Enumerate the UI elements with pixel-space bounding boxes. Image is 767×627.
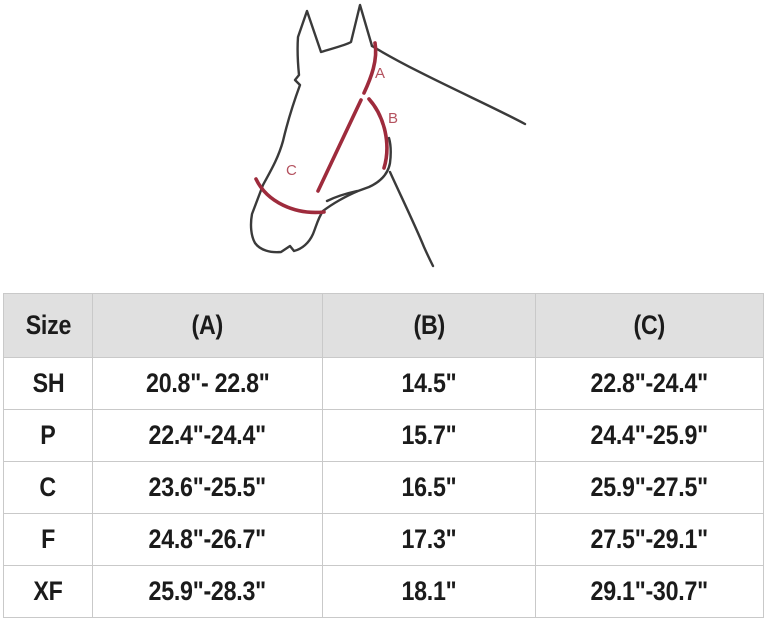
cell-a: 22.4"-24.4" — [92, 409, 323, 462]
header-row: Size (A) (B) (C) — [3, 293, 764, 358]
table-row-c: C 23.6"-25.5" 16.5" 25.9"-27.5" — [3, 461, 764, 514]
size-value: P — [40, 420, 56, 450]
halter-strap-cheekpiece — [316, 98, 363, 193]
header-c-label: (C) — [633, 310, 666, 340]
measurement-b: 16.5" — [401, 472, 457, 502]
header-c: (C) — [535, 293, 764, 358]
strap-label-c: C — [286, 162, 297, 179]
strap-label-a: A — [375, 65, 385, 82]
measurement-a: 22.4"-24.4" — [148, 420, 267, 450]
cell-c: 27.5"-29.1" — [535, 513, 764, 566]
cell-size: SH — [3, 357, 93, 410]
table-row-xf: XF 25.9"-28.3" 18.1" 29.1"-30.7" — [3, 565, 764, 618]
table-row-sh: SH 20.8"- 22.8" 14.5" 22.8"-24.4" — [3, 357, 764, 410]
measurement-c: 29.1"-30.7" — [590, 576, 709, 606]
measurement-b: 15.7" — [401, 420, 457, 450]
halter-strap-c-noseband — [254, 177, 326, 215]
cell-size: C — [3, 461, 93, 514]
horse-head-outline — [249, 3, 392, 254]
table-header: Size (A) (B) (C) — [3, 293, 764, 358]
cell-c: 24.4"-25.9" — [535, 409, 764, 462]
cell-b: 18.1" — [322, 565, 536, 618]
measurement-a: 20.8"- 22.8" — [145, 368, 270, 398]
horse-halter-diagram: A B C — [0, 0, 767, 290]
measurement-c: 24.4"-25.9" — [590, 420, 709, 450]
horse-mouth-line — [325, 189, 359, 203]
cell-a: 24.8"-26.7" — [92, 513, 323, 566]
cell-b: 15.7" — [322, 409, 536, 462]
cell-size: XF — [3, 565, 93, 618]
horse-neck-top-line — [370, 44, 527, 126]
header-a: (A) — [92, 293, 323, 358]
halter-strap-a-crown — [362, 41, 378, 95]
size-value: F — [41, 524, 55, 554]
cell-b: 16.5" — [322, 461, 536, 514]
measurement-c: 25.9"-27.5" — [590, 472, 709, 502]
cell-size: F — [3, 513, 93, 566]
table-body: SH 20.8"- 22.8" 14.5" 22.8"-24.4" P 22.4… — [3, 357, 764, 618]
cell-size: P — [3, 409, 93, 462]
header-b-label: (B) — [413, 310, 445, 340]
cell-b: 14.5" — [322, 357, 536, 410]
cell-a: 20.8"- 22.8" — [92, 357, 323, 410]
measurement-c: 27.5"-29.1" — [590, 524, 709, 554]
halter-size-table: Size (A) (B) (C) SH 20.8"- 22.8" 14.5" 2… — [3, 293, 764, 618]
cell-c: 29.1"-30.7" — [535, 565, 764, 618]
table-row-p: P 22.4"-24.4" 15.7" 24.4"-25.9" — [3, 409, 764, 462]
header-b: (B) — [322, 293, 536, 358]
halter-strap-b-jaw — [367, 97, 389, 170]
cell-b: 17.3" — [322, 513, 536, 566]
size-value: SH — [32, 368, 64, 398]
table-row-f: F 24.8"-26.7" 17.3" 27.5"-29.1" — [3, 513, 764, 566]
header-size: Size — [3, 293, 93, 358]
size-value: C — [39, 472, 57, 502]
horse-head-illustration: A B C — [249, 3, 527, 268]
horse-throat-chest-line — [388, 170, 435, 268]
measurement-a: 25.9"-28.3" — [148, 576, 267, 606]
measurement-a: 23.6"-25.5" — [148, 472, 267, 502]
measurement-b: 18.1" — [401, 576, 457, 606]
cell-c: 22.8"-24.4" — [535, 357, 764, 410]
strap-label-b: B — [388, 110, 398, 127]
cell-a: 25.9"-28.3" — [92, 565, 323, 618]
size-value: XF — [33, 576, 63, 606]
header-size-label: Size — [25, 310, 71, 340]
header-a-label: (A) — [191, 310, 224, 340]
measurement-b: 14.5" — [401, 368, 457, 398]
cell-c: 25.9"-27.5" — [535, 461, 764, 514]
measurement-b: 17.3" — [401, 524, 457, 554]
cell-a: 23.6"-25.5" — [92, 461, 323, 514]
measurement-c: 22.8"-24.4" — [590, 368, 709, 398]
measurement-a: 24.8"-26.7" — [148, 524, 267, 554]
